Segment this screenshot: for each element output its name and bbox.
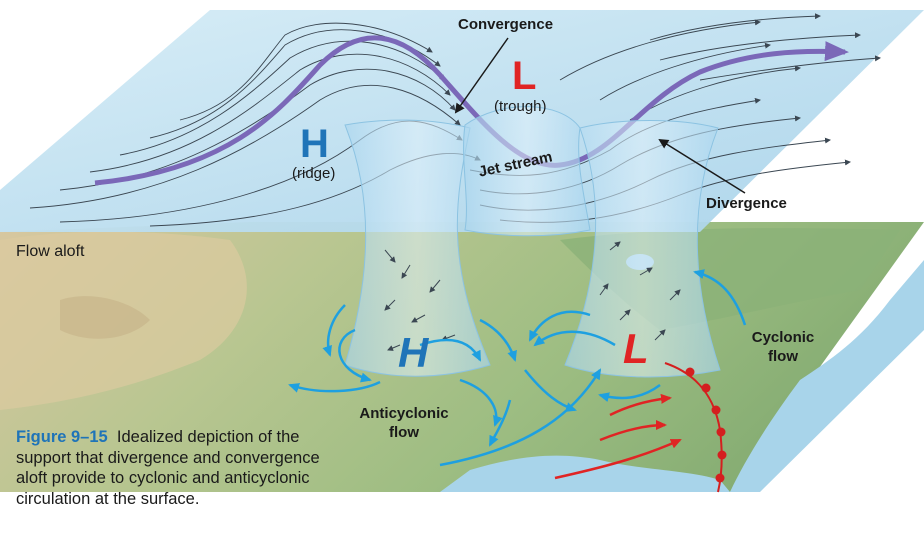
divergence-label: Divergence	[706, 195, 787, 212]
convergence-label: Convergence	[458, 16, 554, 33]
surface-low-letter: L	[623, 325, 649, 372]
warm-air-arrows	[554, 393, 682, 480]
cyclonic-arrows	[528, 269, 747, 403]
anticyclonic-arrows	[288, 304, 602, 467]
trough-label: (trough)	[494, 98, 547, 115]
flow-aloft-label: Flow aloft	[16, 243, 85, 260]
leader-lines	[454, 37, 746, 194]
upper-streamlines	[29, 13, 881, 227]
ridge-label: (ridge)	[292, 165, 336, 182]
cold-front	[664, 362, 727, 493]
cyclonic-flow-label: Cyclonic flow	[751, 329, 815, 365]
caption-text: Idealized depiction of the support that …	[16, 428, 320, 508]
upper-high-letter: H	[300, 122, 329, 166]
anticyclonic-flow-label: Anticyclonic flow	[359, 405, 449, 441]
figure-caption: Figure 9–15 Idealized depiction of the s…	[16, 427, 346, 509]
figure-number: Figure 9–15	[16, 428, 108, 446]
surface-high-letter: H	[398, 329, 429, 376]
air-columns	[344, 106, 721, 378]
upper-low-letter: L	[512, 54, 537, 98]
